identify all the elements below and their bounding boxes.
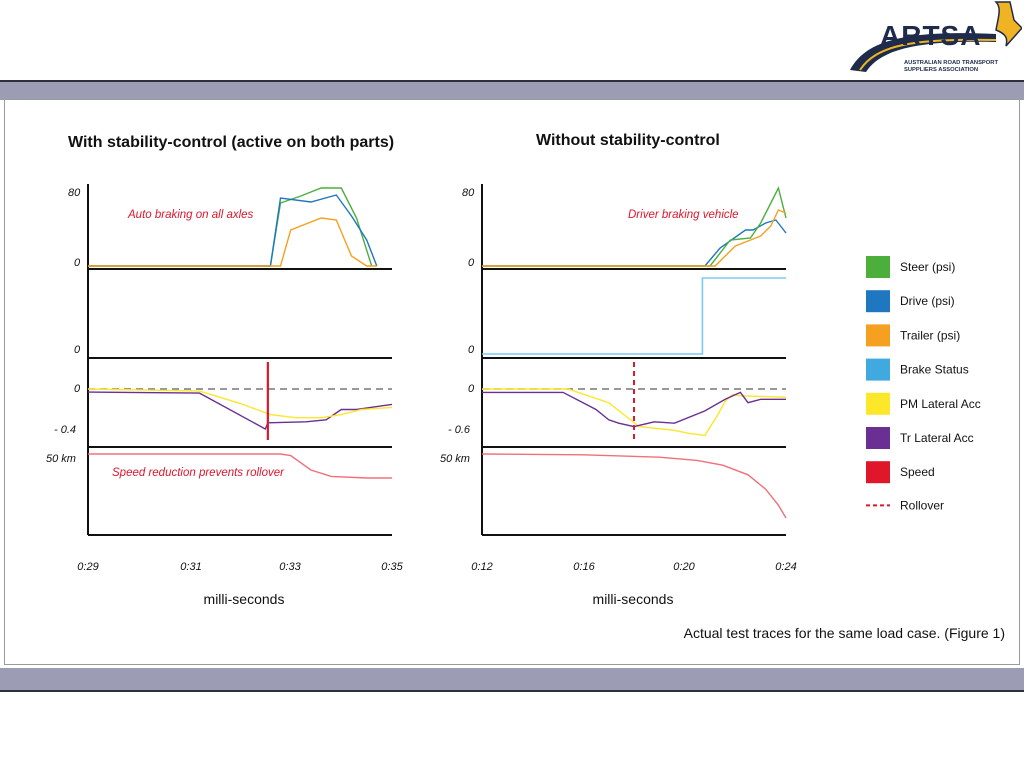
legend-swatch-3 (866, 324, 890, 347)
chart-1-speed-line-1 (88, 453, 392, 479)
chart-1-x-tick-1: 0:29 (77, 561, 98, 573)
chart-2-x-tick-1: 0:12 (471, 561, 492, 573)
legend-swatch-6 (866, 427, 890, 449)
chart-1-pressure-line-3 (88, 217, 377, 267)
chart-1-lateral-tick-min: - 0.4 (54, 424, 76, 436)
chart-2-lateral-line-2 (482, 391, 786, 428)
chart-1-pressure-tick-zero: 0 (74, 257, 81, 269)
arrow-flag-shape (994, 1, 1022, 47)
chart-1-speed-tick: 50 km (46, 453, 76, 465)
legend-swatch-1 (866, 256, 890, 278)
figure-caption: Actual test traces for the same load cas… (684, 625, 1005, 641)
legend-label-3: Trailer (psi) (900, 328, 960, 342)
chart-2-lateral-tick-min: - 0.6 (448, 424, 471, 436)
chart-2-pressure-tick-top: 80 (462, 187, 475, 199)
chart-1-x-tick-4: 0:35 (381, 561, 403, 573)
chart-2-pressure-tick-zero: 0 (468, 257, 475, 269)
legend-swatch-2 (866, 290, 890, 313)
chart-1-lateral-line-1 (87, 391, 393, 430)
chart-1-x-tick-2: 0:31 (180, 561, 201, 573)
legend-swatch-4 (866, 358, 890, 381)
chart-2-speed-tick: 50 km (440, 453, 470, 465)
chart-1-pressure-line-1 (88, 187, 373, 267)
chart-2-title: Without stability-control (536, 132, 720, 149)
chart-1-braking-annotation: Auto braking on all axles (127, 209, 254, 221)
chart-2-pressure-line-3 (482, 209, 787, 267)
road-swoosh-shape (850, 33, 996, 72)
logo-wordmark: ARTSA (880, 20, 982, 51)
chart-2-x-tick-3: 0:20 (673, 561, 695, 573)
chart-2-x-axis-label: milli-seconds (593, 591, 674, 607)
artsa-logo (850, 1, 1022, 72)
logo-subtitle: AUSTRALIAN ROAD TRANSPORT SUPPLIERS ASSO… (904, 60, 1024, 74)
chart-2-pressure-line-1 (482, 219, 787, 267)
chart-2-brake-tick-zero: 0 (468, 344, 475, 356)
bottom-divider-band (0, 668, 1024, 692)
chart-1-pressure-line-2 (88, 194, 378, 267)
legend-label-1: Steer (psi) (900, 260, 955, 274)
chart-2-pressure-line-2 (482, 186, 787, 267)
chart-2-x-tick-2: 0:16 (573, 561, 595, 573)
legend-label-6: Tr Lateral Acc (900, 431, 974, 445)
top-divider-band (0, 80, 1024, 100)
chart-2-lateral-tick-zero: 0 (468, 383, 475, 395)
chart-1-pressure-tick-top: 80 (68, 187, 81, 199)
legend-swatch-7 (866, 461, 890, 484)
chart-1-lateral-line-2 (87, 388, 393, 419)
legend-label-8: Rollover (900, 498, 944, 512)
chart-2-speed-line-1 (481, 453, 787, 519)
road-swoosh-highlight (859, 38, 997, 71)
chart-1-lateral-tick-zero: 0 (74, 383, 81, 395)
legend-label-7: Speed (900, 465, 935, 479)
chart-1-x-axis-label: milli-seconds (204, 591, 285, 607)
chart-2-brake-status-line-1 (482, 277, 786, 355)
logo-subtitle-line-2: SUPPLIERS ASSOCIATION (904, 67, 979, 73)
legend-swatch-5 (866, 392, 890, 415)
chart-1-speed-annotation: Speed reduction prevents rollover (112, 467, 285, 479)
chart-1-title: With stability-control (active on both p… (68, 134, 394, 151)
chart-1-brake-tick-zero: 0 (74, 344, 81, 356)
chart-2-braking-annotation: Driver braking vehicle (628, 209, 739, 221)
legend-label-2: Drive (psi) (900, 294, 955, 308)
chart-2-x-tick-4: 0:24 (775, 561, 796, 573)
logo-subtitle-line-1: AUSTRALIAN ROAD TRANSPORT (904, 60, 999, 66)
legend-label-5: PM Lateral Acc (900, 397, 981, 411)
figure-frame (4, 99, 1020, 665)
legend-label-4: Brake Status (900, 363, 969, 377)
chart-1-x-tick-3: 0:33 (279, 561, 301, 573)
